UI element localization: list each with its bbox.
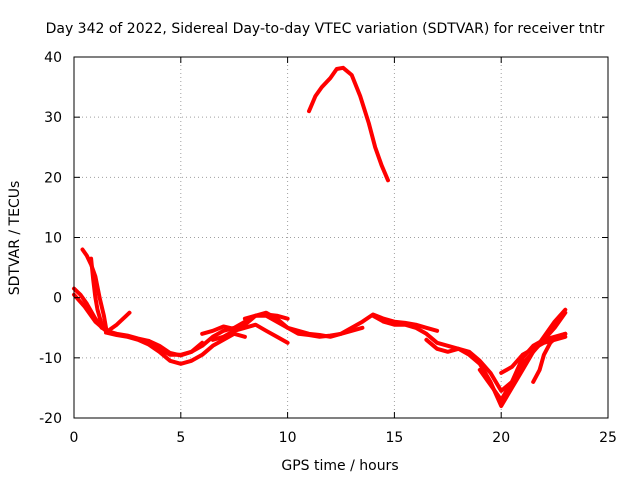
- series-line-track-4: [89, 256, 108, 333]
- x-tick-label: 20: [492, 430, 510, 446]
- chart-title: Day 342 of 2022, Sidereal Day-to-day VTE…: [46, 21, 605, 37]
- x-tick-label: 0: [70, 430, 79, 446]
- series-line-track-5: [104, 330, 247, 366]
- y-tick-labels: -20 -10 0 10 20 30 40: [39, 50, 62, 427]
- axis-ticks: [73, 56, 609, 419]
- series-line-track-3: [80, 247, 108, 330]
- series-line-track-10: [371, 313, 568, 393]
- x-tick-label: 25: [599, 430, 617, 446]
- y-tick-label: 40: [44, 50, 62, 66]
- series-group: [72, 65, 568, 408]
- y-tick-label: 30: [44, 110, 62, 126]
- y-tick-label: 20: [44, 170, 62, 186]
- series-line-track-8: [210, 322, 290, 345]
- x-tick-labels: 0 5 10 15 20 25: [70, 430, 617, 446]
- x-tick-label: 15: [385, 430, 403, 446]
- x-tick-label: 5: [176, 430, 185, 446]
- series-line-track-14: [531, 331, 568, 384]
- y-tick-label: -20: [39, 411, 62, 427]
- series-line-track-15: [307, 65, 390, 183]
- series-line-track-12: [477, 310, 568, 402]
- y-tick-label: 0: [53, 291, 62, 307]
- y-axis-title: SDTVAR / TECUs: [7, 181, 23, 296]
- x-tick-label: 10: [279, 430, 297, 446]
- y-tick-label: -10: [39, 351, 62, 367]
- x-axis-title: GPS time / hours: [281, 458, 398, 474]
- y-tick-label: 10: [44, 231, 62, 247]
